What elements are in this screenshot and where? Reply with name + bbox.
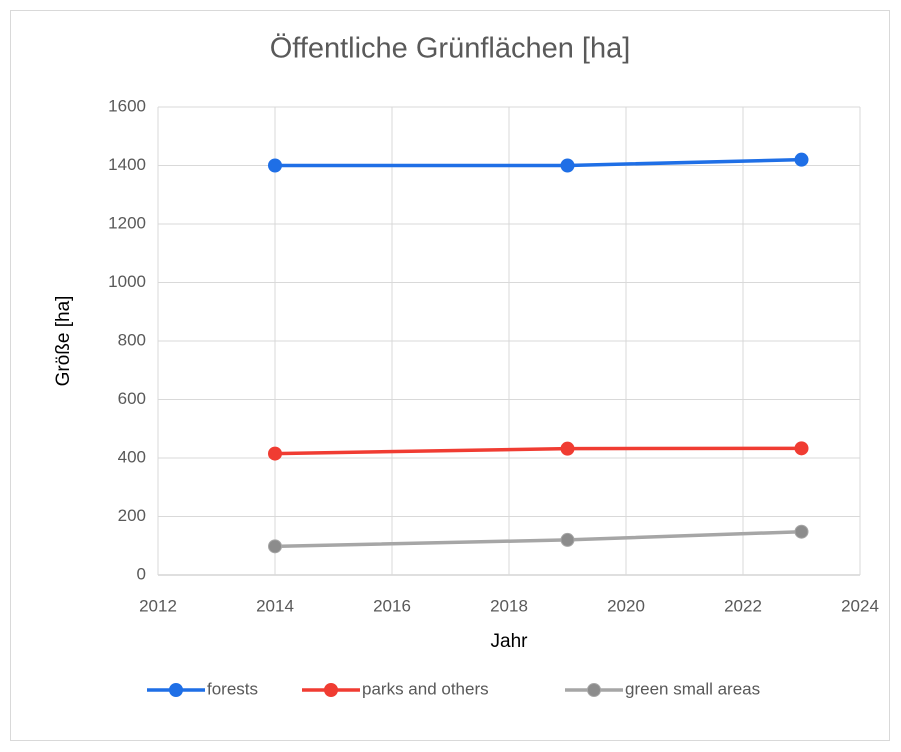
chart-border: [10, 10, 890, 741]
x-tick-label: 2022: [724, 596, 762, 615]
y-axis-label: Größe [ha]: [53, 296, 74, 387]
y-tick-label: 0: [137, 564, 146, 583]
legend-label: parks and others: [362, 679, 489, 698]
legend-label: green small areas: [625, 679, 760, 698]
y-tick-label: 1400: [108, 155, 146, 174]
data-point: [560, 532, 575, 547]
x-tick-label: 2016: [373, 596, 411, 615]
data-point: [268, 446, 282, 461]
y-tick-label: 600: [118, 389, 146, 408]
y-tick-label: 200: [118, 506, 146, 525]
data-point: [560, 441, 575, 456]
data-point: [560, 158, 575, 173]
x-axis-label: Jahr: [491, 631, 529, 652]
data-point: [268, 158, 282, 173]
chart-title: Öffentliche Grünflächen [ha]: [270, 33, 631, 65]
legend-label: forests: [207, 679, 258, 698]
data-point: [268, 539, 282, 554]
data-point: [794, 524, 809, 539]
data-point: [794, 152, 809, 167]
x-tick-label: 2020: [607, 596, 645, 615]
y-tick-label: 1200: [108, 213, 146, 232]
x-tick-label: 2014: [256, 596, 294, 615]
x-tick-label: 2012: [139, 596, 177, 615]
y-tick-label: 400: [118, 447, 146, 466]
y-tick-label: 1600: [108, 96, 146, 115]
legend-marker: [587, 683, 601, 697]
data-point: [794, 441, 809, 456]
y-tick-label: 800: [118, 330, 146, 349]
legend-marker: [324, 683, 338, 697]
x-tick-label: 2024: [841, 596, 879, 615]
x-tick-label: 2018: [490, 596, 528, 615]
y-tick-label: 1000: [108, 272, 146, 291]
legend-marker: [169, 683, 183, 697]
